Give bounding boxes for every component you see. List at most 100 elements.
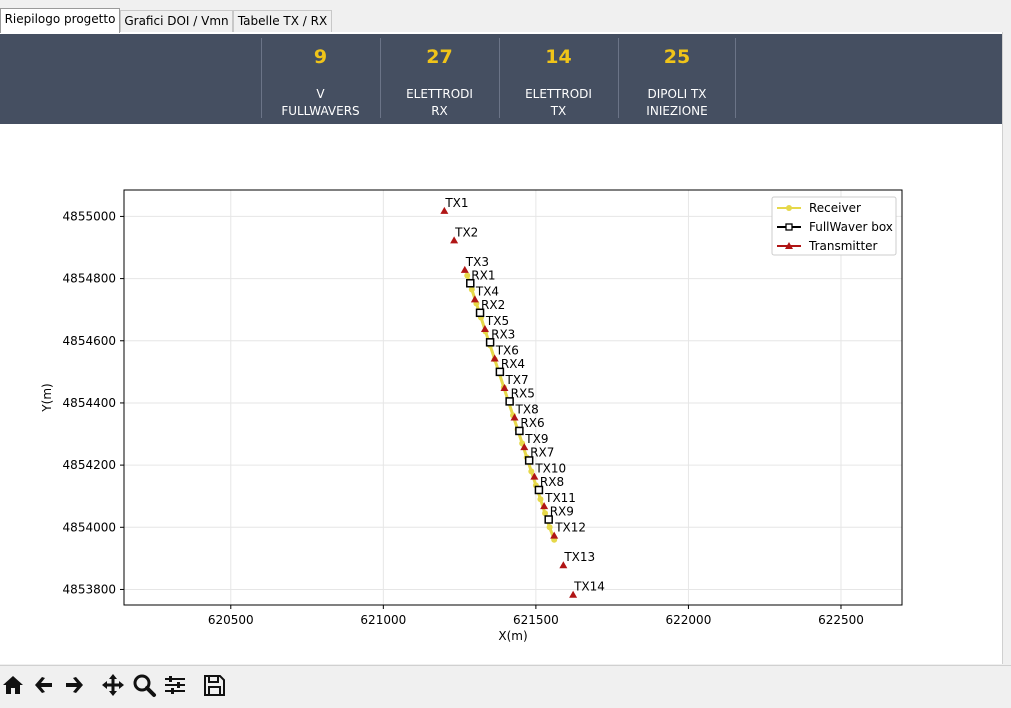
transmitter-marker: [550, 531, 559, 539]
tab-grafici-doi-vmn[interactable]: Grafici DOI / Vmn: [120, 10, 233, 32]
transmitter-marker: [470, 295, 479, 303]
fullwaver-box-marker: [466, 279, 475, 288]
x-tick-label: 621500: [513, 613, 559, 627]
survey-layout-chart[interactable]: 620500 621000 621500 622000 622500 4853800 485…: [0, 125, 1000, 665]
tab-riepilogo-progetto[interactable]: Riepilogo progetto: [0, 8, 120, 33]
transmitter-label: TX2: [454, 225, 478, 239]
fullwaver-box-marker: [515, 426, 524, 436]
stat-elettrodi-tx: 14 ELETTRODI TX: [499, 38, 617, 118]
plot-frame: [123, 189, 903, 606]
transmitter-label: TX11: [544, 491, 576, 505]
transmitter-label: TX14: [573, 580, 605, 594]
stat-value: 9: [313, 46, 328, 68]
transmitter-label: TX5: [485, 314, 509, 328]
tab-bar: Riepilogo progetto Grafici DOI / Vmn Tab…: [0, 0, 1011, 33]
fullwaver-box-label: RX3: [491, 327, 515, 341]
transmitter-label: TX10: [534, 462, 566, 476]
fullwaver-box-marker: [475, 308, 485, 318]
stat-value: 25: [663, 46, 691, 68]
y-tick-label: 4854400: [63, 396, 116, 410]
transmitter-marker: [440, 206, 449, 214]
y-tick-label: 4854200: [63, 458, 116, 472]
summary-header: 9 V FULLWAVERS 27 ELETTRODI RX 14 ELETTR…: [0, 34, 1002, 124]
receiver-point: [468, 286, 475, 293]
transmitter-marker: [510, 413, 519, 421]
transmitter-marker: [450, 236, 459, 244]
y-axis-label: Y(m): [40, 383, 54, 412]
save-icon[interactable]: [201, 672, 227, 698]
pan-icon[interactable]: [100, 672, 126, 698]
stat-label: ELETTRODI TX: [525, 87, 592, 118]
receiver-point: [542, 510, 549, 517]
transmitter-marker: [480, 324, 489, 332]
fullwaver-box-label: RX6: [520, 416, 544, 430]
forward-arrow-icon[interactable]: [61, 672, 87, 698]
zoom-icon[interactable]: [131, 672, 157, 698]
receiver-point: [537, 496, 544, 503]
y-tick-label: 4855000: [63, 209, 116, 223]
transmitter-marker: [460, 265, 469, 273]
back-arrow-icon[interactable]: [31, 672, 57, 698]
transmitter-label: TX8: [515, 403, 539, 417]
stat-elettrodi-rx: 27 ELETTRODI RX: [380, 38, 498, 118]
transmitter-marker: [530, 472, 539, 480]
transmitter-label: TX13: [563, 550, 595, 564]
y-tick-label: 4854600: [63, 334, 116, 348]
legend-marker: [785, 223, 793, 231]
transmitter-marker: [500, 384, 509, 392]
y-tick-label: 4854800: [63, 272, 116, 286]
home-icon[interactable]: [0, 672, 26, 698]
fullwaver-box-marker: [485, 338, 495, 347]
transmitter-label: TX12: [554, 521, 586, 535]
fullwaver-box-marker: [505, 397, 514, 406]
fullwaver-box-label: RX2: [481, 298, 505, 312]
stat-value: 14: [545, 46, 572, 68]
configure-subplots-icon[interactable]: [162, 672, 188, 698]
transmitter-marker: [520, 443, 529, 451]
transmitter-label: TX7: [504, 373, 528, 387]
fullwaver-box-marker: [544, 515, 553, 524]
fullwaver-box-marker: [495, 367, 505, 377]
x-tick-label: 622000: [666, 613, 712, 627]
legend-marker: [786, 205, 792, 211]
transmitter-marker: [540, 502, 549, 510]
x-axis-label: X(m): [498, 629, 527, 643]
transmitter-label: TX3: [465, 255, 489, 269]
receiver-point: [528, 468, 535, 475]
stat-value: 27: [426, 46, 453, 68]
fullwaver-box-label: RX5: [511, 386, 535, 400]
fullwaver-box-label: RX1: [471, 268, 495, 282]
transmitter-label: TX1: [444, 196, 468, 210]
receiver-point: [546, 524, 553, 531]
fullwaver-box-label: RX7: [530, 445, 554, 459]
fullwaver-box-label: RX9: [550, 505, 574, 519]
legend-label: FullWaver box: [809, 220, 893, 234]
x-tick-label: 622500: [818, 613, 864, 627]
x-tick-label: 620500: [208, 613, 254, 627]
stat-dipoli-tx: 25 DIPOLI TX INIEZIONE: [618, 38, 736, 118]
receiver-point: [464, 272, 471, 279]
y-tick-label: 4853800: [63, 582, 116, 596]
stat-label: ELETTRODI RX: [406, 87, 473, 118]
transmitter-marker: [559, 561, 568, 569]
transmitter-label: TX4: [475, 284, 499, 298]
fullwaver-box-marker: [524, 456, 534, 465]
plot-toolbar: [0, 665, 1011, 708]
legend-marker: [785, 242, 793, 249]
tab-tabelle-tx-rx[interactable]: Tabelle TX / RX: [233, 10, 332, 32]
legend-label: Transmitter: [808, 239, 878, 253]
transmitter-label: TX6: [495, 343, 519, 357]
legend-box: [771, 196, 897, 256]
y-tick-label: 4854000: [63, 520, 116, 534]
fullwaver-box-label: RX8: [540, 475, 564, 489]
fullwaver-box-label: RX4: [501, 357, 525, 371]
transmitter-label: TX9: [524, 432, 548, 446]
fullwaver-box-marker: [534, 485, 544, 495]
transmitter-marker: [490, 354, 499, 362]
x-tick-label: 621000: [360, 613, 406, 627]
transmitter-marker: [569, 590, 578, 598]
stat-label: V FULLWAVERS: [281, 87, 360, 118]
legend-label: Receiver: [809, 201, 861, 215]
stat-fullwavers: 9 V FULLWAVERS: [261, 38, 379, 118]
stat-label: DIPOLI TX INIEZIONE: [646, 87, 708, 118]
